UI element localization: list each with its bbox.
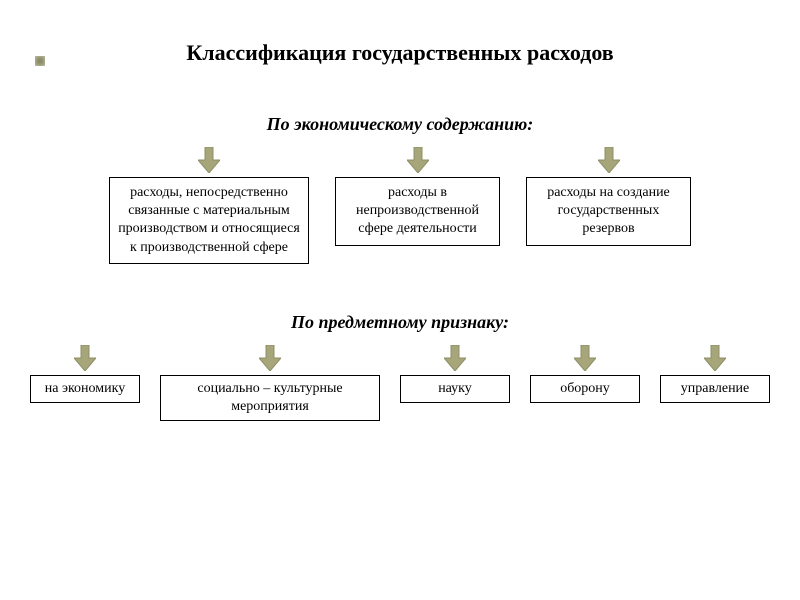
box-subj-4: оборону (530, 375, 640, 403)
box-subj-5: управление (660, 375, 770, 403)
cell-econ-2: расходы в непроизводственной сфере деяте… (335, 147, 500, 264)
box-econ-3: расходы на создание государственных резе… (526, 177, 691, 246)
arrow-down-icon (198, 147, 220, 173)
box-subj-2: социально – культурные мероприятия (160, 375, 380, 421)
arrow-down-icon (704, 345, 726, 371)
cell-econ-3: расходы на создание государственных резе… (526, 147, 691, 264)
cell-subj-5: управление (660, 345, 770, 421)
arrow-down-icon (259, 345, 281, 371)
cell-subj-2: социально – культурные мероприятия (160, 345, 380, 421)
section1-subtitle: По экономическому содержанию: (30, 114, 770, 135)
box-subj-3: науку (400, 375, 510, 403)
cell-econ-1: расходы, непосредственно связанные с мат… (109, 147, 309, 264)
page-title: Классификация государственных расходов (30, 40, 770, 66)
slide-bullet (35, 56, 45, 66)
box-econ-1: расходы, непосредственно связанные с мат… (109, 177, 309, 264)
cell-subj-1: на экономику (30, 345, 140, 421)
row-subject: на экономику социально – культурные меро… (30, 345, 770, 421)
arrow-down-icon (407, 147, 429, 173)
cell-subj-4: оборону (530, 345, 640, 421)
arrow-down-icon (74, 345, 96, 371)
arrow-down-icon (444, 345, 466, 371)
box-subj-1: на экономику (30, 375, 140, 403)
row-economic: расходы, непосредственно связанные с мат… (30, 147, 770, 264)
arrow-down-icon (574, 345, 596, 371)
arrow-down-icon (598, 147, 620, 173)
cell-subj-3: науку (400, 345, 510, 421)
box-econ-2: расходы в непроизводственной сфере деяте… (335, 177, 500, 246)
section2-subtitle: По предметному признаку: (30, 312, 770, 333)
